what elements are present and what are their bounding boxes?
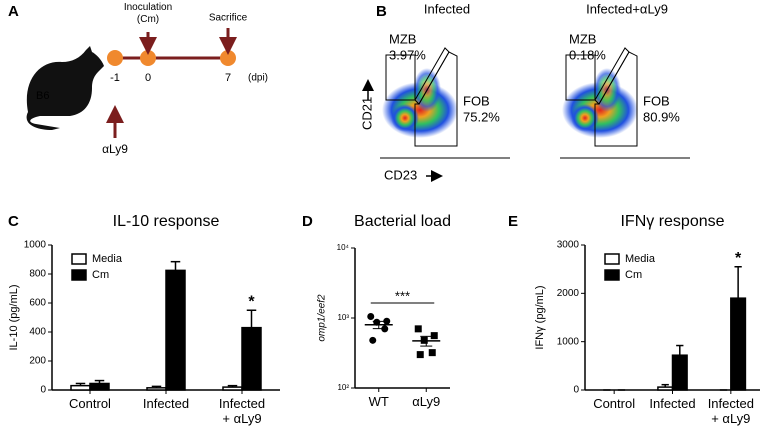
panel-letter: C — [8, 213, 19, 230]
x-tick-label: Control — [593, 396, 636, 411]
panel-letter: E — [508, 213, 518, 230]
gate-label: MZB — [389, 31, 416, 46]
data-point — [416, 351, 424, 359]
legend-swatch — [71, 269, 87, 281]
bar — [165, 269, 186, 391]
data-point — [367, 313, 375, 321]
panel-b: B CD21 CD23 — [359, 3, 443, 182]
legend-label: Cm — [92, 269, 109, 281]
bar — [730, 297, 747, 391]
y-axis-label: CD21 — [359, 97, 374, 130]
gate-pct: 0.18% — [569, 47, 606, 62]
gate-label: MZB — [569, 31, 596, 46]
y-axis-label: IFNγ (pg/mL) — [534, 285, 546, 349]
gate-pct: 80.9% — [643, 109, 680, 124]
panel-a: A B6 -1 0 7 (dpi) Sacrifice αLy9 — [8, 3, 268, 156]
x-tick-label: αLy9 — [412, 394, 441, 409]
legend-swatch — [604, 253, 620, 265]
x-tick-label: Infected + αLy9 — [707, 396, 754, 426]
y-tick-label: 0 — [40, 385, 46, 396]
y-tick-label: 400 — [29, 327, 46, 338]
panel-letter: D — [302, 213, 313, 230]
y-tick-label: 800 — [29, 269, 46, 280]
y-tick-label: 10² — [337, 383, 349, 392]
time-point — [220, 50, 236, 66]
gate-label: FOB — [463, 93, 490, 108]
significance: * — [248, 293, 255, 310]
x-tick-label: Infected — [142, 396, 190, 411]
density-cloud — [391, 104, 419, 132]
day-label: -1 — [110, 72, 120, 84]
gate — [414, 51, 458, 147]
data-point — [414, 325, 422, 333]
plot-title: Infected — [424, 1, 470, 16]
data-point — [428, 349, 436, 357]
bar — [89, 382, 110, 391]
significance: * — [735, 250, 742, 267]
y-tick-label: 10⁴ — [337, 243, 350, 252]
sacrifice-label: Sacrifice — [209, 13, 248, 24]
inoculation-label: Inoculation (Cm) — [123, 2, 173, 25]
gate-pct: 3.97% — [389, 47, 426, 62]
x-tick-label: WT — [368, 394, 389, 409]
x-tick-label: Infected — [649, 396, 696, 411]
treatment-label: αLy9 — [102, 142, 128, 156]
y-tick-label: 2000 — [557, 288, 580, 299]
bar — [241, 326, 262, 391]
day-label: 0 — [145, 72, 151, 84]
time-point — [107, 50, 123, 66]
bar — [657, 386, 674, 391]
legend-label: Media — [625, 253, 656, 265]
gate — [594, 51, 638, 147]
density-cloud — [571, 104, 599, 132]
bar — [146, 387, 167, 391]
y-axis-label: omp1/eef2 — [317, 294, 328, 342]
chart-title: IL-10 response — [113, 213, 220, 230]
plot-title: Infected+αLy9 — [586, 1, 668, 16]
day-label: 7 — [225, 72, 231, 84]
x-axis-label: CD23 — [384, 167, 417, 182]
y-tick-label: 0 — [573, 385, 579, 396]
legend-label: Cm — [625, 269, 642, 281]
y-tick-label: 600 — [29, 298, 46, 309]
time-point — [140, 50, 156, 66]
data-point — [369, 336, 377, 344]
x-tick-label: Control — [69, 396, 111, 411]
y-axis-label: IL-10 (pg/mL) — [8, 284, 20, 350]
chart-title: Bacterial load — [354, 213, 451, 230]
bar — [222, 386, 243, 391]
data-point — [383, 317, 391, 325]
y-tick-label: 3000 — [557, 240, 580, 251]
gate-label: FOB — [643, 93, 670, 108]
bar — [70, 384, 91, 391]
y-tick-label: 200 — [29, 356, 46, 367]
y-tick-label: 1000 — [24, 240, 47, 251]
unit-label: (dpi) — [248, 73, 268, 84]
y-tick-label: 1000 — [557, 336, 580, 347]
chart-title: IFNγ response — [620, 213, 724, 230]
bar — [671, 354, 688, 391]
y-tick-label: 10³ — [337, 313, 349, 322]
significance: *** — [395, 288, 410, 303]
gate-pct: 75.2% — [463, 109, 500, 124]
panel-letter: A — [8, 3, 19, 20]
x-tick-label: Infected + αLy9 — [218, 396, 266, 426]
legend-label: Media — [92, 253, 123, 265]
mouse-icon — [26, 46, 105, 130]
mouse-label: B6 — [36, 90, 49, 102]
legend-swatch — [71, 253, 87, 265]
panel-letter: B — [376, 3, 387, 20]
data-point — [430, 332, 438, 340]
legend-swatch — [604, 269, 620, 281]
